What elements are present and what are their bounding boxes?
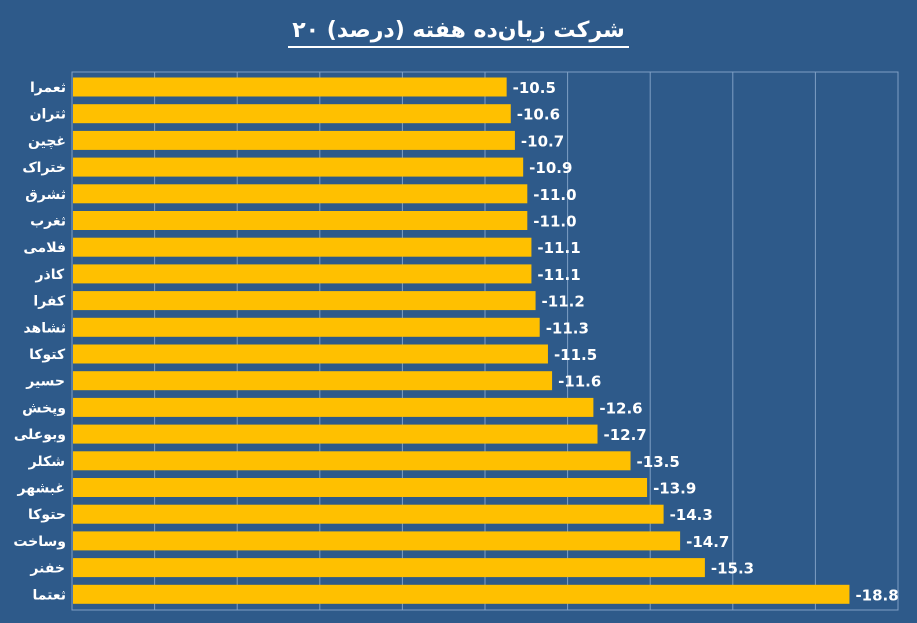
value-label-20: -18.8 [855, 586, 898, 604]
bar-1 [73, 77, 507, 97]
category-label-3: غچین [28, 133, 66, 149]
category-label-15: شکلر [28, 454, 65, 470]
bar-14 [73, 424, 598, 444]
category-label-13: وپخش [22, 400, 66, 416]
bar-18 [73, 531, 681, 551]
category-label-11: کتوکا [29, 347, 66, 363]
value-label-16: -13.9 [653, 480, 696, 498]
value-label-1: -10.5 [513, 79, 556, 97]
category-label-10: ثشاهد [23, 320, 66, 336]
category-label-20: ثعتما [32, 587, 66, 603]
category-label-14: وبوعلی [14, 427, 66, 443]
value-label-17: -14.3 [670, 506, 713, 524]
value-label-2: -10.6 [517, 106, 560, 124]
category-label-2: ثتران [30, 107, 66, 123]
chart-title-text: ۲۰ شرکت زیان‌ده هفته (درصد) [288, 18, 629, 48]
value-label-14: -12.7 [604, 426, 647, 444]
category-label-1: ثعمرا [30, 80, 66, 96]
bar-9 [73, 291, 536, 311]
value-label-12: -11.6 [558, 373, 601, 391]
value-label-4: -10.9 [529, 159, 572, 177]
category-label-9: کفرا [33, 294, 66, 310]
category-label-4: ختراک [22, 160, 66, 176]
value-label-11: -11.5 [554, 346, 597, 364]
bar-7 [73, 237, 532, 257]
value-label-15: -13.5 [637, 453, 680, 471]
category-label-17: حتوکا [28, 507, 66, 523]
value-label-5: -11.0 [533, 186, 576, 204]
bar-8 [73, 264, 532, 284]
value-label-6: -11.0 [533, 213, 576, 231]
bar-2 [73, 104, 511, 124]
bar-5 [73, 184, 528, 204]
value-label-7: -11.1 [537, 239, 580, 257]
bar-19 [73, 558, 705, 578]
category-label-5: ثشرق [25, 187, 66, 203]
value-label-3: -10.7 [521, 132, 564, 150]
category-label-16: غبشهر [17, 481, 65, 497]
value-label-8: -11.1 [537, 266, 580, 284]
bar-20 [73, 584, 850, 604]
bar-12 [73, 371, 553, 391]
chart-title: ۲۰ شرکت زیان‌ده هفته (درصد) [0, 18, 917, 48]
value-label-13: -12.6 [599, 399, 642, 417]
bar-15 [73, 451, 631, 471]
value-label-19: -15.3 [711, 560, 754, 578]
bar-16 [73, 478, 648, 497]
category-label-7: فلامی [23, 240, 66, 256]
bar-13 [73, 397, 594, 417]
bar-4 [73, 157, 524, 177]
bar-6 [73, 211, 528, 230]
bar-layer [73, 77, 850, 604]
bar-11 [73, 344, 548, 364]
grid-layer [71, 71, 899, 611]
value-label-18: -14.7 [686, 533, 729, 551]
category-label-12: حسیر [25, 374, 65, 390]
bar-17 [73, 504, 664, 524]
category-label-8: کاذر [34, 267, 65, 283]
value-label-9: -11.2 [542, 293, 585, 311]
value-label-10: -11.3 [546, 319, 589, 337]
label-layer: ثعمرا -10.5 ثتران -10.6 غچین -10.7 ختراک -10.9 ث… [13, 79, 898, 604]
bar-3 [73, 130, 515, 150]
category-label-18: وساخت [13, 534, 66, 550]
category-label-19: خفنر [29, 561, 65, 577]
category-label-6: ثغرب [30, 214, 66, 230]
bar-10 [73, 317, 540, 337]
